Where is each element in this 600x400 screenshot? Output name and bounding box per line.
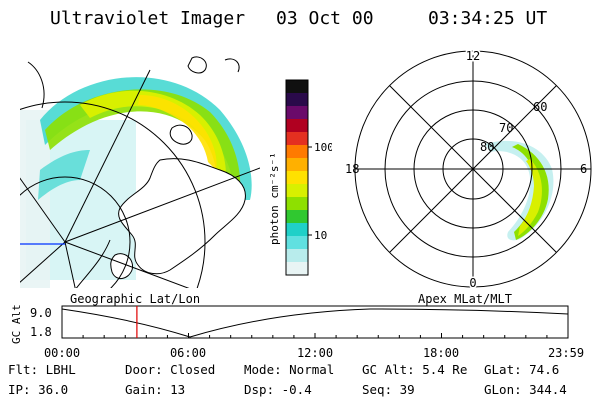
colorbar-cell bbox=[286, 132, 308, 146]
gc-alt-info: GC Alt: 5.4 Re bbox=[362, 362, 468, 377]
orbit-x-label-0000: 00:00 bbox=[44, 346, 80, 360]
colorbar-cell bbox=[286, 236, 308, 250]
polar-mlt-plot: 12 18 6 0 80 70 60 bbox=[345, 48, 592, 292]
door-info: Door: Closed bbox=[125, 362, 216, 377]
polar-grid bbox=[354, 50, 592, 288]
polar-auroral-emission bbox=[485, 140, 554, 241]
colorbar-cell bbox=[286, 210, 308, 224]
orbit-x-label-1800: 18:00 bbox=[423, 346, 459, 360]
colorbar-cell bbox=[286, 106, 308, 120]
colorbar-tick-100: 100 bbox=[314, 141, 332, 154]
geographic-grid bbox=[20, 69, 260, 288]
colorbar-gradient bbox=[286, 80, 308, 276]
colorbar-cell bbox=[286, 158, 308, 172]
apex-caption: Apex MLat/MLT bbox=[418, 292, 512, 306]
observation-date: 03 Oct 00 bbox=[276, 8, 374, 29]
colorbar-cell bbox=[286, 262, 308, 276]
orbit-x-label-1200: 12:00 bbox=[297, 346, 333, 360]
colorbar-cell bbox=[286, 93, 308, 107]
colorbar-cell bbox=[286, 145, 308, 159]
seq-info: Seq: 39 bbox=[362, 382, 415, 397]
mode-info: Mode: Normal bbox=[244, 362, 335, 377]
orbit-x-label-0600: 06:00 bbox=[170, 346, 206, 360]
orbit-altitude-plot: GC Alt 9.0 1.8 00:00 06:00 12:00 18:00 2… bbox=[10, 304, 584, 360]
colorbar-cell bbox=[286, 119, 308, 133]
colorbar-cell bbox=[286, 184, 308, 198]
geographic-caption: Geographic Lat/Lon bbox=[70, 292, 201, 306]
orbit-altitude-curve bbox=[61, 308, 569, 338]
orbit-axis-title: GC Alt bbox=[10, 304, 23, 344]
geographic-image-panel bbox=[20, 56, 260, 288]
colorbar-cell bbox=[286, 171, 308, 185]
filter-info: Flt: LBHL bbox=[8, 362, 76, 377]
ip-info: IP: 36.0 bbox=[8, 382, 69, 397]
orbit-y-label-min: 1.8 bbox=[30, 325, 52, 339]
lat-label-80: 80 bbox=[480, 140, 494, 154]
mlt-label-0: 0 bbox=[469, 276, 476, 290]
mlt-label-12: 12 bbox=[466, 49, 480, 63]
dsp-info: Dsp: -0.4 bbox=[244, 382, 312, 397]
instrument-title: Ultraviolet Imager bbox=[50, 8, 246, 29]
observation-time: 03:34:25 UT bbox=[428, 8, 548, 29]
colorbar-panel: 100 10 photon cm⁻²s⁻¹ bbox=[268, 79, 332, 276]
colorbar-cell bbox=[286, 80, 308, 94]
lat-label-60: 60 bbox=[533, 100, 547, 114]
colorbar-cell bbox=[286, 249, 308, 263]
orbit-x-label-2359: 23:59 bbox=[548, 346, 584, 360]
continent-outline bbox=[27, 56, 246, 279]
colorbar-unit-label: photon cm⁻²s⁻¹ bbox=[268, 152, 281, 245]
colorbar-cell bbox=[286, 223, 308, 237]
auroral-oval-emission bbox=[38, 77, 252, 200]
orbit-y-label-max: 9.0 bbox=[30, 306, 52, 320]
mlt-label-18: 18 bbox=[345, 162, 359, 176]
colorbar-tick-10: 10 bbox=[314, 229, 327, 242]
lat-label-70: 70 bbox=[499, 121, 513, 135]
colorbar-cell bbox=[286, 197, 308, 211]
mlt-label-6: 6 bbox=[580, 162, 587, 176]
gain-info: Gain: 13 bbox=[125, 382, 186, 397]
glat-info: GLat: 74.6 bbox=[484, 362, 560, 377]
glon-info: GLon: 344.4 bbox=[484, 382, 567, 397]
